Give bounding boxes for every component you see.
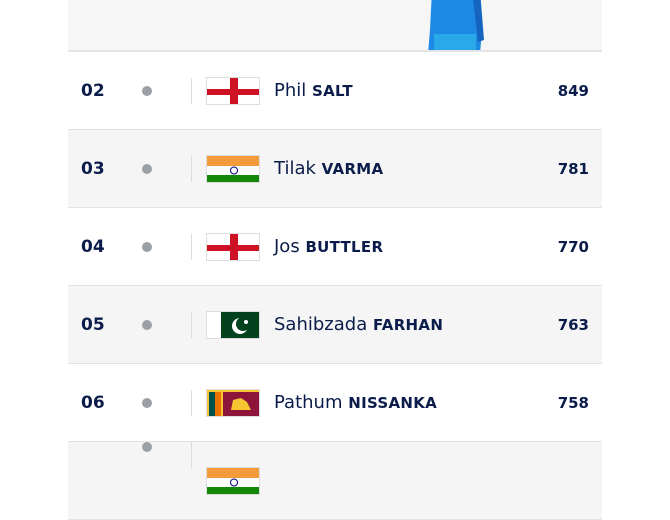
last-name: FARHAN	[372, 316, 444, 334]
player-name[interactable]: Pathum NISSANKA	[274, 392, 437, 413]
india-flag-icon	[206, 467, 260, 495]
first-name: Sahibzada	[274, 314, 368, 335]
sri-lanka-flag-icon	[206, 388, 260, 417]
first-name: Pathum	[274, 392, 343, 413]
status-dot-icon	[142, 442, 152, 452]
ranking-row[interactable]: 06 Pathum NISSANKA 758	[68, 364, 602, 442]
divider	[191, 389, 192, 416]
status-dot-icon	[142, 397, 152, 408]
divider	[191, 311, 192, 338]
status-dot-icon	[142, 319, 152, 330]
divider	[191, 77, 192, 104]
rank: 06	[81, 392, 105, 413]
last-name: VARMA	[321, 160, 384, 178]
rankings-list: 02 Phil SALT 849 03 Tilak VARMA 781 04 Jos…	[68, 0, 602, 520]
rank: 03	[81, 158, 105, 179]
top-player-banner[interactable]	[68, 0, 602, 52]
status-dot-icon	[142, 241, 152, 252]
player-name[interactable]: Sahibzada FARHAN	[274, 314, 443, 335]
last-name: SALT	[312, 82, 353, 100]
last-name: NISSANKA	[348, 394, 438, 412]
ranking-row[interactable]: 04 Jos BUTTLER 770	[68, 208, 602, 286]
rank: 04	[81, 236, 105, 257]
player-name[interactable]: Tilak VARMA	[274, 158, 383, 179]
rating: 849	[557, 81, 589, 100]
divider	[191, 442, 192, 468]
india-flag-icon	[206, 154, 260, 183]
first-name: Tilak	[274, 158, 316, 179]
rating: 763	[557, 315, 589, 334]
status-dot-icon	[142, 163, 152, 174]
player-name[interactable]: Jos BUTTLER	[274, 236, 383, 257]
england-flag-icon	[206, 232, 260, 261]
divider	[191, 233, 192, 260]
rating: 770	[557, 237, 589, 256]
status-dot-icon	[142, 85, 152, 96]
player-name[interactable]: Phil SALT	[274, 80, 353, 101]
rank: 02	[81, 80, 105, 101]
ranking-row[interactable]: 02 Phil SALT 849	[68, 52, 602, 130]
divider	[191, 155, 192, 182]
last-name: BUTTLER	[305, 238, 384, 256]
pakistan-flag-icon	[206, 310, 260, 339]
rank: 05	[81, 314, 105, 335]
england-flag-icon	[206, 76, 260, 105]
ranking-row[interactable]: 03 Tilak VARMA 781	[68, 130, 602, 208]
rating: 758	[557, 393, 589, 412]
first-name: Phil	[274, 80, 307, 101]
player-image	[428, 0, 484, 50]
rating: 781	[557, 159, 589, 178]
ranking-row[interactable]	[68, 442, 602, 520]
first-name: Jos	[274, 236, 300, 257]
ranking-row[interactable]: 05 Sahibzada FARHAN 763	[68, 286, 602, 364]
